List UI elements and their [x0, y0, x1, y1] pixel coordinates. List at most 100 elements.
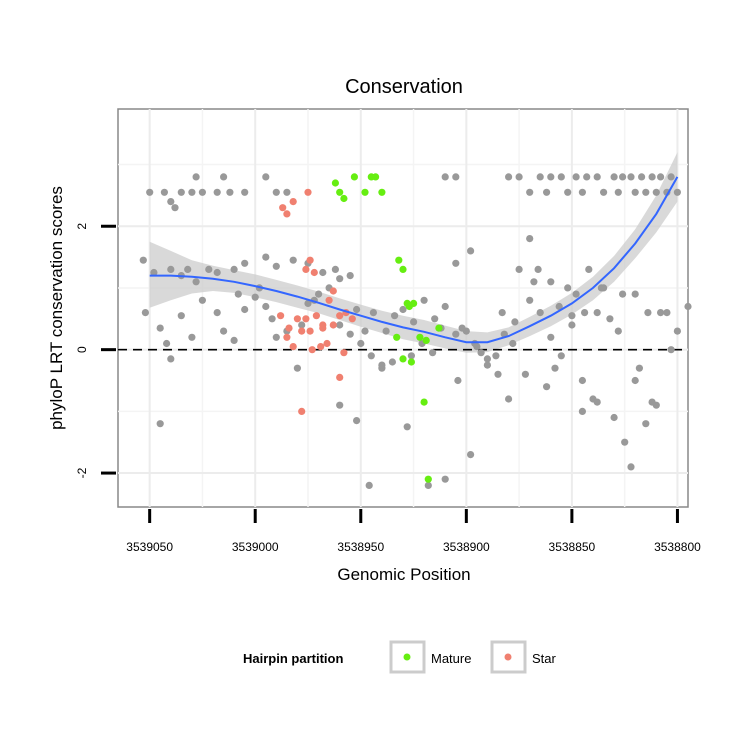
x-tick-label-1: 3539000	[232, 540, 279, 554]
point-other-148	[184, 265, 192, 273]
point-star-23	[340, 349, 348, 357]
point-other-70	[251, 293, 259, 301]
point-other-98	[557, 352, 565, 360]
point-star-13	[329, 287, 337, 295]
point-other-50	[230, 265, 238, 273]
point-other-49	[213, 268, 221, 277]
point-other-15	[441, 173, 449, 181]
point-other-103	[610, 413, 618, 422]
point-other-160	[429, 349, 437, 357]
y-tick-label-2: 2	[75, 223, 89, 230]
point-star-1	[283, 210, 291, 218]
point-mature-20	[405, 302, 413, 311]
point-other-10	[192, 173, 200, 181]
point-mature-2	[340, 194, 348, 203]
x-tick-label-5: 3538800	[654, 540, 701, 554]
point-other-78	[336, 321, 344, 329]
point-other-7	[241, 188, 249, 196]
point-other-11	[220, 173, 228, 181]
point-star-25	[319, 321, 327, 329]
point-other-48	[205, 265, 213, 273]
point-other-2	[177, 188, 185, 196]
point-other-140	[452, 259, 460, 267]
point-other-142	[361, 327, 369, 335]
point-other-45	[167, 265, 175, 273]
point-other-47	[192, 278, 200, 286]
point-other-62	[167, 355, 175, 363]
point-other-100	[578, 376, 587, 385]
point-star-7	[293, 315, 301, 323]
point-star-22	[336, 373, 344, 381]
point-other-149	[234, 290, 242, 298]
point-other-30	[657, 173, 665, 181]
point-other-129	[547, 278, 555, 286]
point-star-4	[306, 256, 314, 264]
point-other-5	[213, 188, 221, 196]
point-other-105	[631, 290, 639, 298]
point-other-61	[163, 339, 171, 348]
point-other-94	[505, 395, 513, 403]
point-other-28	[638, 173, 646, 181]
x-axis-title: Genomic Position	[337, 565, 470, 584]
point-other-95	[526, 296, 534, 304]
point-other-42	[673, 188, 682, 196]
point-other-89	[452, 330, 460, 338]
point-other-154	[331, 265, 339, 273]
point-other-110	[684, 302, 692, 311]
point-star-12	[325, 296, 333, 304]
point-other-60	[156, 324, 164, 332]
point-other-71	[262, 302, 270, 311]
point-other-1	[160, 188, 168, 196]
point-other-83	[388, 358, 396, 366]
point-other-164	[477, 349, 485, 357]
point-other-136	[521, 370, 530, 378]
legend-label-star: Star	[532, 651, 557, 666]
point-other-51	[241, 259, 249, 267]
point-other-25	[610, 173, 618, 181]
point-other-151	[268, 315, 276, 323]
point-other-132	[585, 265, 593, 273]
point-other-92	[483, 355, 491, 363]
point-mature-17	[420, 398, 428, 406]
smooth-line	[149, 176, 679, 344]
point-other-112	[627, 463, 635, 471]
point-star-5	[302, 265, 310, 273]
point-other-39	[642, 188, 650, 196]
point-mature-8	[395, 256, 403, 264]
point-mature-13	[422, 336, 430, 344]
point-other-18	[515, 173, 523, 181]
point-other-58	[346, 272, 354, 280]
point-other-145	[648, 398, 656, 406]
point-other-19	[536, 173, 544, 181]
point-other-72	[272, 333, 280, 341]
point-other-64	[188, 333, 196, 341]
point-mature-1	[336, 188, 344, 196]
point-other-26	[619, 173, 627, 181]
legend-dot-star	[504, 653, 512, 661]
confidence-band	[149, 152, 678, 353]
confidence-band-area	[149, 152, 678, 353]
point-other-137	[551, 364, 559, 372]
point-star-21	[323, 339, 331, 348]
point-other-104	[621, 438, 629, 446]
point-other-43	[139, 256, 147, 264]
point-other-87	[431, 315, 439, 323]
point-star-2	[289, 198, 297, 206]
point-other-158	[391, 312, 399, 320]
legend-label-mature: Mature	[431, 651, 471, 666]
point-star-29	[317, 343, 325, 351]
point-other-116	[336, 401, 344, 409]
point-other-66	[213, 309, 221, 317]
point-other-17	[505, 173, 513, 181]
point-other-138	[614, 327, 622, 335]
x-tick-label-2: 3538950	[337, 540, 384, 554]
smooth-fit-line	[149, 176, 679, 344]
point-other-36	[600, 188, 608, 196]
point-star-14	[336, 312, 344, 320]
point-star-17	[283, 333, 291, 341]
point-other-54	[289, 256, 297, 264]
point-mature-0	[331, 179, 339, 187]
point-other-126	[515, 265, 523, 273]
point-other-162	[458, 324, 466, 332]
